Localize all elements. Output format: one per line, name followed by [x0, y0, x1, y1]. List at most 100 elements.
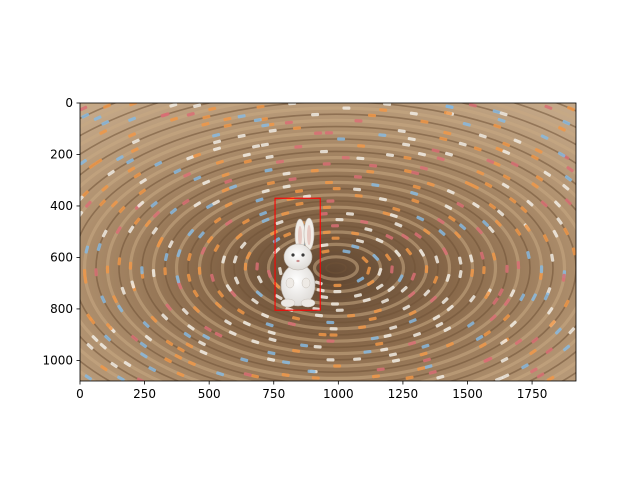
stripe-mark — [261, 312, 269, 319]
stripe-mark — [503, 298, 511, 306]
stripe-mark — [274, 294, 283, 301]
stripe-mark — [404, 169, 413, 174]
stripe-mark — [370, 336, 379, 341]
y-tick-label: 1000 — [42, 353, 73, 367]
stripe-mark — [112, 295, 118, 304]
stripe-mark — [376, 367, 385, 372]
stripe-mark — [94, 158, 103, 165]
stripe-mark — [177, 281, 183, 290]
stripe-mark — [168, 240, 174, 249]
stripe-mark — [459, 223, 467, 231]
stripe-mark — [107, 169, 115, 177]
stripe-mark — [243, 262, 248, 271]
stripe-mark — [392, 206, 401, 212]
stripe-mark — [543, 292, 550, 301]
stripe-mark — [251, 298, 259, 305]
stripe-mark — [502, 149, 511, 155]
stripe-mark — [353, 293, 362, 298]
stripe-mark — [435, 321, 444, 328]
stripe-mark — [314, 131, 323, 135]
stripe-mark — [314, 313, 323, 318]
stripe-mark — [484, 182, 493, 188]
stripe-mark — [128, 225, 135, 234]
stripe-mark — [385, 153, 395, 158]
stripe-mark — [539, 271, 543, 280]
stripe-mark — [409, 111, 418, 116]
stripe-mark — [408, 340, 417, 346]
stripe-mark — [101, 120, 110, 126]
bounding-box — [274, 197, 321, 311]
stripe-mark — [212, 132, 221, 138]
y-tick-label: 400 — [50, 199, 73, 213]
stripe-mark — [127, 166, 136, 173]
stripe-mark — [473, 146, 482, 152]
stripe-mark — [342, 106, 351, 110]
stripe-mark — [501, 373, 510, 379]
bunny-figurine — [280, 217, 316, 308]
stripe-mark — [342, 249, 351, 254]
weave-ring — [80, 118, 576, 381]
stripe-mark — [412, 184, 421, 190]
stripe-mark — [131, 138, 140, 145]
stripe-mark — [93, 115, 102, 121]
stripe-mark — [423, 228, 431, 235]
stripe-mark — [540, 200, 548, 208]
stripe-mark — [163, 267, 167, 276]
stripe-mark — [261, 217, 270, 224]
stripe-mark — [394, 249, 402, 257]
stripe-mark — [329, 327, 338, 331]
stripe-mark — [567, 106, 575, 112]
stripe-mark — [418, 249, 426, 257]
stripe-mark — [509, 289, 516, 298]
stripe-mark — [88, 162, 97, 169]
stripe-mark — [116, 155, 124, 161]
stripe-mark — [411, 170, 420, 176]
stripe-mark — [417, 152, 426, 157]
stripe-mark — [341, 156, 350, 160]
stripe-mark — [237, 133, 246, 139]
stripe-mark — [161, 112, 170, 118]
stripe-mark — [420, 119, 429, 124]
stripe-mark — [228, 330, 237, 336]
stripe-mark — [439, 136, 448, 142]
stripe-mark — [86, 343, 94, 350]
stripe-mark — [282, 184, 291, 189]
stripe-mark — [130, 280, 136, 289]
stripe-mark — [186, 111, 195, 117]
stripe-mark — [117, 375, 125, 381]
stripe-mark — [446, 304, 454, 312]
weave-ring — [95, 138, 576, 381]
stripe-mark — [442, 247, 448, 256]
stripe-mark — [185, 342, 194, 349]
stripe-mark — [470, 268, 475, 277]
stripe-mark — [375, 341, 384, 346]
stripe-mark — [535, 175, 544, 182]
stripe-mark — [335, 308, 344, 312]
stripe-mark — [424, 364, 433, 369]
x-tick-label: 0 — [76, 387, 84, 401]
stripe-mark — [224, 319, 232, 326]
stripe-mark — [491, 252, 497, 261]
stripe-mark — [476, 170, 485, 176]
stripe-mark — [252, 144, 261, 149]
stripe-mark — [444, 110, 453, 116]
weave-ring — [312, 255, 360, 281]
stripe-mark — [250, 374, 259, 379]
stripe-mark — [354, 193, 363, 198]
stripe-mark — [110, 200, 118, 208]
stripe-mark — [138, 188, 147, 195]
stripe-mark — [283, 232, 292, 238]
stripe-mark — [556, 217, 563, 225]
weave-ring — [174, 180, 498, 356]
stripe-mark — [333, 289, 342, 294]
stripe-mark — [259, 210, 268, 217]
stripe-mark — [212, 146, 221, 152]
stripe-mark — [530, 367, 538, 374]
stripe-mark — [417, 366, 426, 371]
stripe-mark — [233, 276, 240, 285]
stripe-mark — [115, 226, 122, 234]
stripe-mark — [495, 146, 504, 153]
stripe-mark — [275, 220, 284, 226]
stripe-mark — [130, 334, 139, 342]
